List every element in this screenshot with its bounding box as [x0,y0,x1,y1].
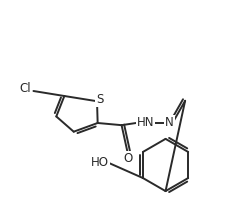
Text: N: N [165,116,174,129]
Text: Cl: Cl [19,82,31,95]
Text: HN: HN [137,116,154,129]
Text: S: S [96,93,103,106]
Text: HO: HO [91,156,109,169]
Text: O: O [124,152,133,164]
